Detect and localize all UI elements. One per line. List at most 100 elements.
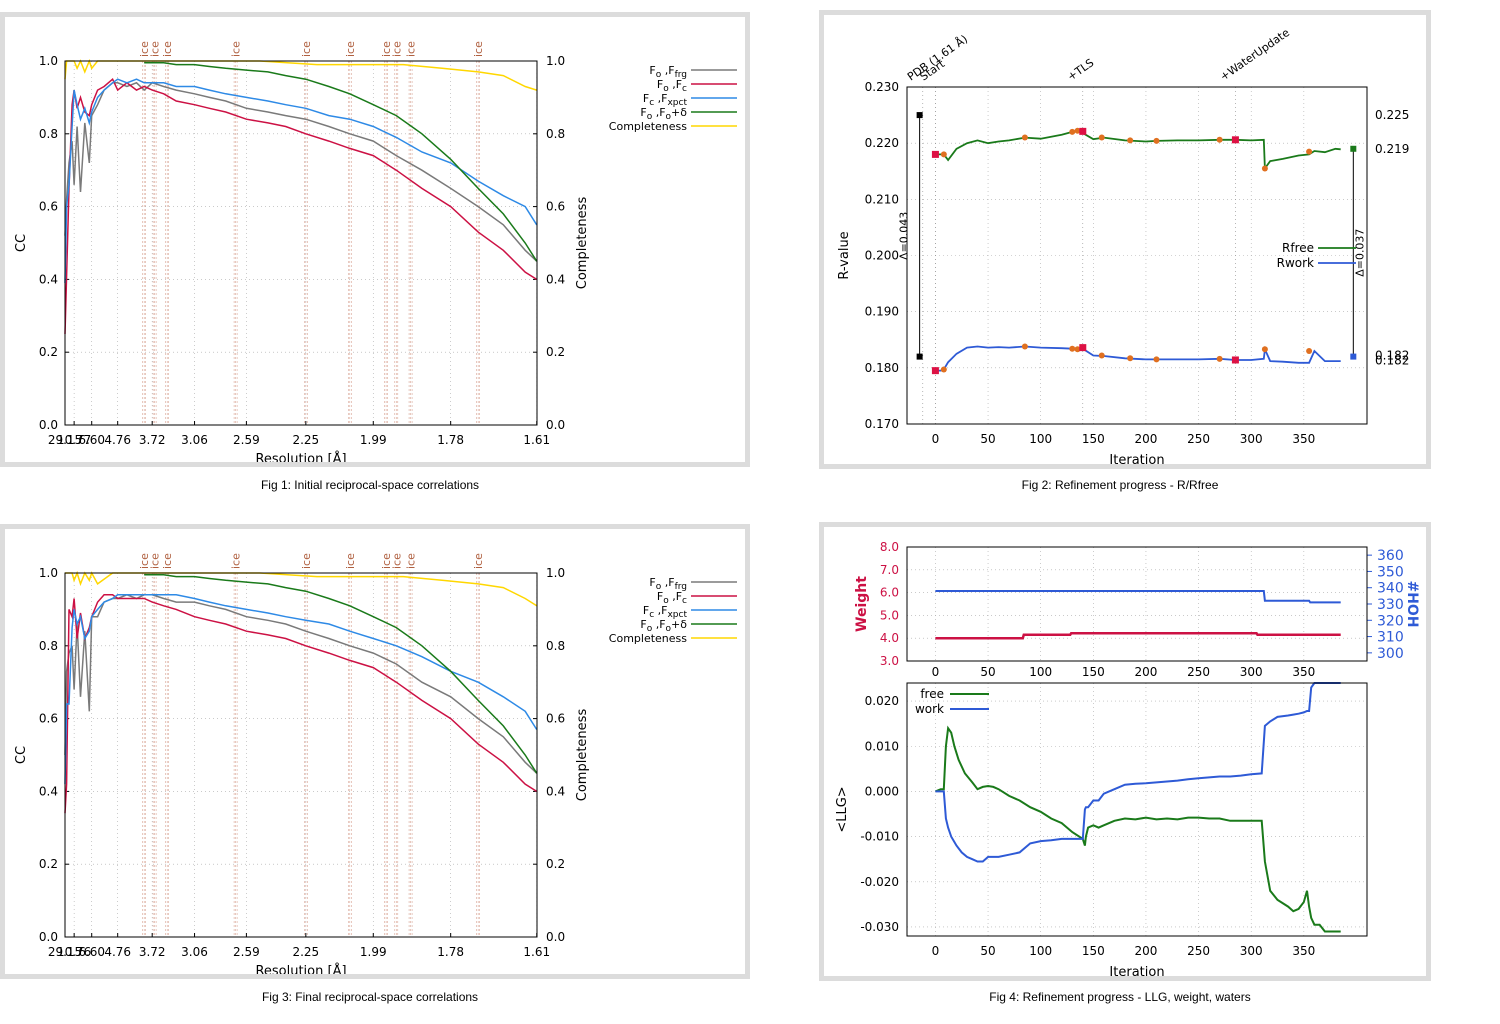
y-tick-label: 0.000 — [865, 784, 899, 798]
right-value-label: 0.182 — [1375, 354, 1409, 368]
plot-frame — [64, 60, 538, 426]
x-tick-label: 300 — [1240, 665, 1263, 679]
legend-text-part: xpct — [667, 98, 687, 108]
plot-frame — [906, 86, 1368, 425]
x-tick-label: 3.06 — [181, 945, 208, 959]
x-tick-label: 350 — [1292, 944, 1315, 958]
y-tick-label: -0.020 — [860, 875, 899, 889]
ice-ring-label: ice — [380, 41, 393, 57]
y-tick-label: -0.030 — [860, 920, 899, 934]
y-tick-label: 0.210 — [865, 192, 899, 206]
marker-red — [1231, 136, 1239, 144]
legend-label-rwork: Rwork — [1277, 256, 1314, 270]
y2-tick-label: 0.4 — [546, 272, 565, 286]
legend-text-part: ,F — [661, 64, 674, 77]
marker-rwork — [1021, 343, 1028, 350]
marker-red — [931, 367, 939, 375]
y-tick-label: 0.0 — [39, 930, 58, 944]
legend-text-part: F — [657, 78, 663, 91]
ice-ring-label: ice — [300, 41, 313, 57]
y2-tick-label: 0.6 — [546, 712, 565, 726]
series-line-fofrg — [64, 81, 538, 262]
delta-label: Δ=0.037 — [1353, 229, 1366, 277]
legend-text-part: ,F — [669, 78, 682, 91]
y2-tick-label: 1.0 — [546, 54, 565, 68]
x-tick-label: 100 — [1029, 944, 1052, 958]
x-tick-label: 1.61 — [523, 945, 550, 959]
x-tick-label: 3.06 — [181, 433, 208, 447]
x-tick-label: 6.60 — [78, 433, 105, 447]
legend-text-part: c — [649, 98, 654, 108]
legend-text-part: c — [682, 84, 687, 94]
x-axis-label: Resolution [Å] — [255, 451, 346, 462]
legend-text-part: ,F — [669, 590, 682, 603]
marker-rwork — [940, 366, 947, 373]
marker-rwork — [1261, 346, 1268, 353]
x-tick-label: 1.61 — [523, 433, 550, 447]
x-tick-label: 4.76 — [104, 945, 131, 959]
legend-label-fofrg: Fo ,Ffrg — [649, 64, 687, 80]
x-tick-label: 2.59 — [233, 945, 260, 959]
y-axis-label: CC — [14, 746, 29, 764]
legend-text-part: ,F — [661, 576, 674, 589]
ice-ring-label: ice — [300, 553, 313, 569]
y-tick-label: 0.0 — [39, 418, 58, 432]
x-tick-label: 1.78 — [437, 433, 464, 447]
ice-ring-label: ice — [161, 553, 174, 569]
legend-text-part: o — [666, 112, 672, 122]
top-annotation-label: +WaterUpdate — [1218, 26, 1292, 84]
x-tick-label: 100 — [1029, 665, 1052, 679]
y2-tick-label: 0.0 — [546, 930, 565, 944]
marker-rwork — [1216, 355, 1223, 362]
y2-tick-label: 0.2 — [546, 345, 565, 359]
fig3-caption: Fig 3: Final reciprocal-space correlatio… — [261, 990, 479, 1004]
y2-tick-label: 0.0 — [546, 418, 565, 432]
x-tick-label: 10.76 — [57, 945, 91, 959]
legend-text-part: o — [647, 624, 653, 634]
x-tick-label: 100 — [1029, 432, 1052, 446]
marker-rwork — [1098, 352, 1105, 359]
series-line-fcfx — [64, 594, 538, 785]
y-tick-label: 6.0 — [880, 586, 899, 600]
legend-label-work: work — [915, 702, 944, 716]
x-tick-label: 350 — [1292, 432, 1315, 446]
fig4-caption: Fig 4: Refinement progress - LLG, weight… — [989, 990, 1251, 1004]
y2-tick-label: 0.8 — [546, 639, 565, 653]
y-tick-label: 0.230 — [865, 80, 899, 94]
x-tick-label: 1.78 — [437, 945, 464, 959]
y2-tick-label: 360 — [1377, 548, 1404, 564]
y-tick-label: 0.6 — [39, 712, 58, 726]
marker-red — [1079, 127, 1087, 135]
series-line-weight — [935, 631, 1341, 640]
legend-text-part: ,F — [654, 92, 667, 105]
x-tick-label: 300 — [1240, 944, 1263, 958]
ice-ring-label: ice — [161, 41, 174, 57]
plot-frame — [64, 572, 538, 938]
legend-text-part: o — [656, 70, 662, 80]
y-tick-label: 0.6 — [39, 200, 58, 214]
y-tick-label: 0.220 — [865, 136, 899, 150]
marker-rfree — [1153, 137, 1160, 144]
legend-text-part: ,F — [652, 106, 665, 119]
ice-ring-label: ice — [344, 41, 357, 57]
y-tick-label: 0.8 — [39, 127, 58, 141]
legend-label-fcfx: Fc ,Fxpct — [643, 92, 688, 108]
fig4-chart: 0 50 100 150 200 250 300 350 3.0 4.0 5.0 6.0 7.0 8.0 3… — [835, 540, 1420, 976]
x-axis-label: Iteration — [1109, 453, 1164, 464]
legend-label-free: free — [920, 687, 944, 701]
y-tick-label: 0.2 — [39, 857, 58, 871]
ice-ring-label: ice — [230, 41, 243, 57]
x-tick-label: 29.15 — [48, 433, 82, 447]
marker-rfree — [940, 151, 947, 158]
marker-red — [1231, 356, 1239, 364]
marker-rfree — [1069, 128, 1076, 135]
x-tick-label: 1.99 — [360, 433, 387, 447]
legend-label-fofrg: Fo ,Ffrg — [649, 576, 687, 592]
y-tick-label: 1.0 — [39, 54, 58, 68]
x-tick-label: 250 — [1187, 432, 1210, 446]
legend-text-part: F — [649, 576, 655, 589]
ice-ring-label: ice — [230, 553, 243, 569]
series-line-completeness — [65, 570, 538, 607]
x-tick-label: 0 — [932, 432, 940, 446]
